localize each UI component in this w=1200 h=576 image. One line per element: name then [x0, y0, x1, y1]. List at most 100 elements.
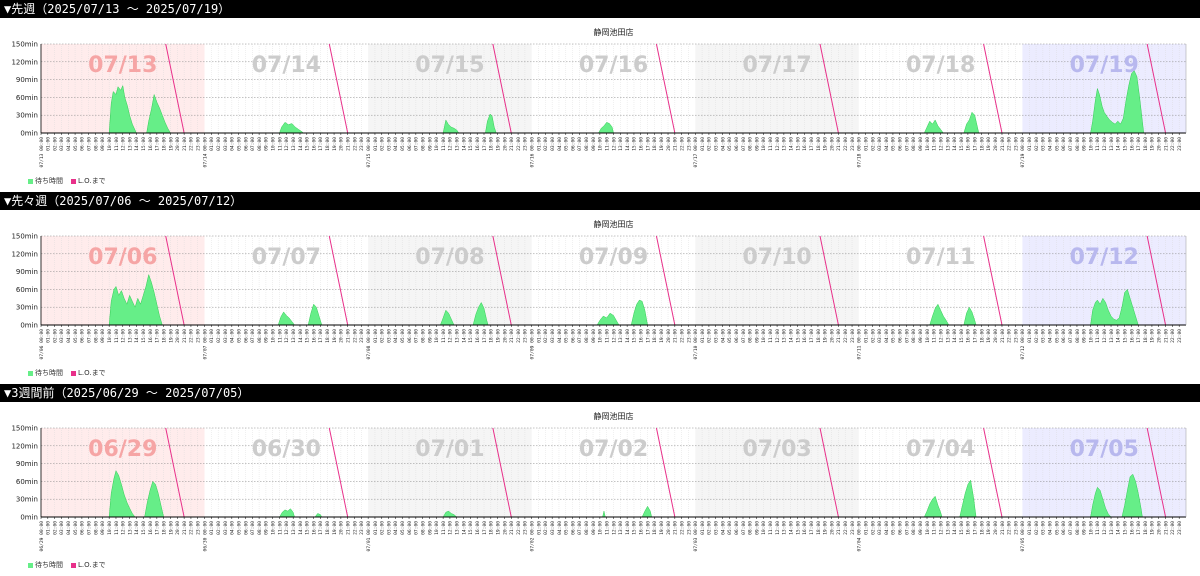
x-tick-label: 14:00	[625, 521, 631, 535]
x-tick-label: 16:00	[802, 137, 808, 151]
x-tick-label: 14:00	[298, 521, 304, 535]
x-tick-label: 17:00	[155, 521, 161, 535]
x-tick-label: 21:00	[836, 137, 842, 151]
x-tick-label: 07:00	[904, 137, 910, 151]
legend-swatch-lo	[71, 178, 76, 184]
x-tick-label: 10:00	[761, 137, 767, 151]
x-tick-label: 08:00	[420, 329, 426, 343]
x-tick-label: 14:00	[461, 521, 467, 535]
lo-line	[819, 43, 839, 134]
x-tick-label: 15:00	[468, 521, 474, 535]
x-tick-label: 13:00	[782, 329, 788, 343]
wait-area	[1121, 473, 1143, 518]
x-tick-label: 16:00	[1129, 329, 1135, 343]
x-tick-label: 19:00	[1150, 137, 1156, 151]
x-tick-label: 04:00	[66, 137, 72, 151]
x-tick-label: 12:00	[121, 521, 127, 535]
x-tick-label: 03:00	[386, 521, 392, 535]
x-tick-label: 22:00	[189, 521, 195, 535]
wait-area	[279, 121, 305, 134]
lo-line	[328, 427, 349, 518]
wait-area	[596, 312, 620, 326]
legend-label-wait: 待ち時間	[35, 561, 63, 569]
x-tick-label: 20:00	[1157, 137, 1163, 151]
x-tick-label: 10:00	[925, 137, 931, 151]
day-label: 07/06	[88, 245, 157, 270]
x-tick-label: 21:00	[509, 329, 515, 343]
x-tick-label: 07:00	[414, 137, 420, 151]
x-tick-label: 06:00	[734, 521, 740, 535]
x-tick-label: 04:00	[1047, 329, 1053, 343]
x-tick-label: 02:00	[707, 137, 713, 151]
x-tick-label: 18:00	[816, 521, 822, 535]
x-tick-label: 16:00	[311, 329, 317, 343]
x-tick-label: 07/15 00:00	[366, 137, 372, 168]
x-tick-label: 19:00	[1150, 329, 1156, 343]
x-tick-label: 14:00	[952, 521, 958, 535]
x-tick-label: 03:00	[877, 137, 883, 151]
x-tick-label: 14:00	[1116, 521, 1122, 535]
x-tick-label: 19:00	[659, 329, 665, 343]
x-tick-label: 07:00	[414, 329, 420, 343]
x-tick-label: 22:00	[1170, 521, 1176, 535]
x-tick-label: 01:00	[209, 521, 215, 535]
x-tick-label: 07/13 00:00	[39, 137, 45, 168]
wait-area	[598, 122, 614, 134]
x-tick-label: 13:00	[127, 329, 133, 343]
x-tick-label: 22:00	[516, 137, 522, 151]
x-tick-label: 13:00	[127, 137, 133, 151]
x-tick-label: 15:00	[141, 329, 147, 343]
day-label: 07/10	[742, 245, 811, 270]
x-tick-label: 21:00	[345, 329, 351, 343]
y-tick-label: 150min	[11, 425, 38, 433]
x-tick-label: 03:00	[223, 329, 229, 343]
x-tick-label: 15:00	[468, 137, 474, 151]
x-tick-label: 18:00	[325, 137, 331, 151]
x-tick-label: 04:00	[393, 329, 399, 343]
lo-line	[492, 427, 512, 518]
x-tick-label: 05:00	[73, 137, 79, 151]
x-tick-label: 17:00	[482, 137, 488, 151]
x-tick-label: 16:00	[475, 329, 481, 343]
x-tick-label: 19:00	[659, 521, 665, 535]
x-tick-label: 21:00	[182, 521, 188, 535]
x-tick-label: 12:00	[284, 329, 290, 343]
y-tick-label: 0min	[20, 130, 38, 138]
wait-area	[108, 470, 136, 518]
x-tick-label: 15:00	[1122, 521, 1128, 535]
x-tick-label: 18:00	[652, 329, 658, 343]
x-tick-label: 05:00	[236, 521, 242, 535]
x-tick-label: 20:00	[339, 137, 345, 151]
x-tick-label: 17:00	[1136, 521, 1142, 535]
x-tick-label: 15:00	[141, 521, 147, 535]
x-tick-label: 16:00	[966, 137, 972, 151]
chart-title: 静岡池田店	[594, 219, 634, 229]
x-tick-label: 08:00	[420, 521, 426, 535]
x-tick-label: 22:00	[1007, 521, 1013, 535]
x-tick-label: 10:00	[761, 521, 767, 535]
x-tick-label: 20:00	[175, 137, 181, 151]
day-label: 07/17	[742, 53, 811, 78]
x-tick-label: 15:00	[795, 137, 801, 151]
x-tick-label: 04:00	[1047, 521, 1053, 535]
x-tick-label: 07:00	[250, 521, 256, 535]
x-tick-label: 03:00	[550, 521, 556, 535]
x-tick-label: 08:00	[257, 137, 263, 151]
x-tick-label: 03:00	[386, 329, 392, 343]
x-tick-label: 18:00	[816, 329, 822, 343]
x-tick-label: 12:00	[775, 329, 781, 343]
x-tick-label: 15:00	[959, 329, 965, 343]
day-label: 07/07	[252, 245, 321, 270]
x-tick-label: 08:00	[748, 521, 754, 535]
x-tick-label: 21:00	[182, 329, 188, 343]
x-tick-label: 06:00	[570, 521, 576, 535]
x-tick-label: 13:00	[455, 329, 461, 343]
x-tick-label: 05:00	[400, 329, 406, 343]
x-tick-label: 09:00	[591, 329, 597, 343]
x-tick-label: 22:00	[1007, 329, 1013, 343]
x-tick-label: 10:00	[434, 137, 440, 151]
x-tick-label: 20:00	[1157, 329, 1163, 343]
day-label: 07/11	[906, 245, 975, 270]
x-tick-label: 23:00	[523, 137, 529, 151]
x-tick-label: 13:00	[945, 521, 951, 535]
